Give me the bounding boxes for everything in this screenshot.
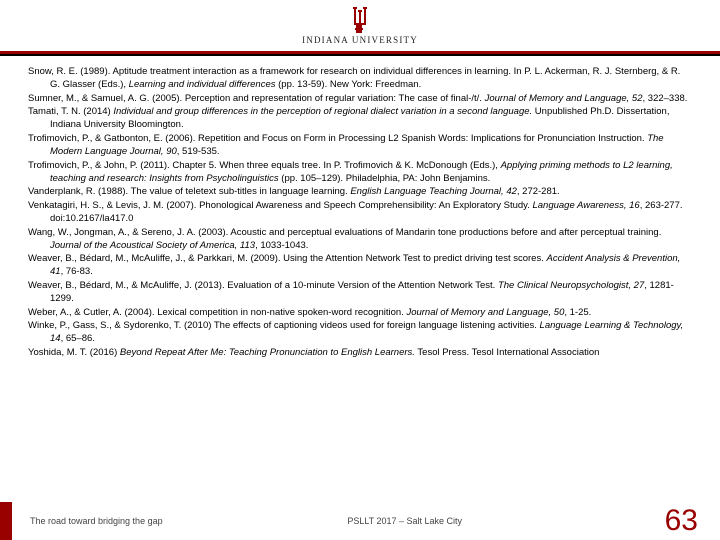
slide-footer: The road toward bridging the gap PSLLT 2…: [0, 502, 720, 540]
reference-entry: Weber, A., & Cutler, A. (2004). Lexical …: [28, 307, 692, 320]
reference-entry: Venkatagiri, H. S., & Levis, J. M. (2007…: [28, 200, 692, 226]
reference-entry: Yoshida, M. T. (2016) Beyond Repeat Afte…: [28, 347, 692, 360]
references-list: Snow, R. E. (1989). Aptitude treatment i…: [0, 56, 720, 360]
reference-entry: Trofimovich, P., & Gatbonton, E. (2006).…: [28, 133, 692, 159]
reference-entry: Wang, W., Jongman, A., & Sereno, J. A. (…: [28, 227, 692, 253]
iu-logo-block: INDIANA UNIVERSITY: [302, 7, 418, 45]
iu-wordmark: INDIANA UNIVERSITY: [302, 35, 418, 45]
reference-entry: Snow, R. E. (1989). Aptitude treatment i…: [28, 66, 692, 92]
footer-center-text: PSLLT 2017 – Salt Lake City: [347, 516, 664, 526]
reference-entry: Weaver, B., Bédard, M., McAuliffe, J., &…: [28, 253, 692, 279]
iu-trident-icon: [350, 7, 370, 33]
reference-entry: Weaver, B., Bédard, M., & McAuliffe, J. …: [28, 280, 692, 306]
reference-entry: Winke, P., Gass, S., & Sydorenko, T. (20…: [28, 320, 692, 346]
reference-entry: Trofimovich, P., & John, P. (2011). Chap…: [28, 160, 692, 186]
slide-header: INDIANA UNIVERSITY: [0, 0, 720, 54]
footer-accent-bar: [0, 502, 12, 540]
reference-entry: Sumner, M., & Samuel, A. G. (2005). Perc…: [28, 93, 692, 106]
reference-entry: Vanderplank, R. (1988). The value of tel…: [28, 186, 692, 199]
page-number: 63: [665, 504, 720, 538]
reference-entry: Tamati, T. N. (2014) Individual and grou…: [28, 106, 692, 132]
footer-left-text: The road toward bridging the gap: [12, 516, 347, 526]
